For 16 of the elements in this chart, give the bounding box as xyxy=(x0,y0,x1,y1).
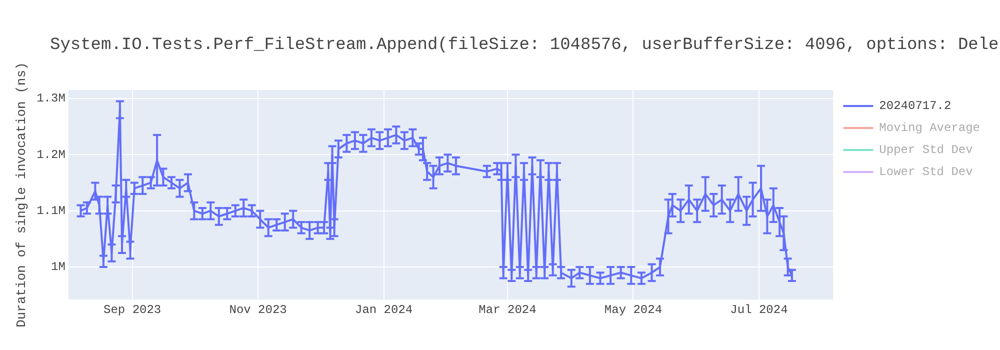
legend-label: Moving Average xyxy=(879,121,980,136)
x-tick-label: Sep 2023 xyxy=(104,302,162,317)
x-tick-label: Nov 2023 xyxy=(229,302,287,317)
x-tick-label: Mar 2024 xyxy=(478,302,536,317)
x-tick-label: May 2024 xyxy=(604,302,662,317)
y-tick-label: 1.1M xyxy=(36,204,66,218)
legend-label: Lower Std Dev xyxy=(879,165,973,180)
legend-label: 20240717.2 xyxy=(879,99,952,114)
x-tick-label: Jan 2024 xyxy=(354,302,413,317)
x-tick-label: Jul 2024 xyxy=(730,302,788,317)
legend-label: Upper Std Dev xyxy=(879,143,973,158)
y-tick-label: 1.3M xyxy=(36,92,66,106)
y-axis-title: Duration of single invocation (ns) xyxy=(14,62,30,328)
y-tick-label: 1M xyxy=(51,260,66,274)
y-tick-label: 1.2M xyxy=(36,148,66,162)
chart-title: System.IO.Tests.Perf_FileStream.Append(fileSize: 1048576, userBufferSize: 4096, options: Dele xyxy=(49,35,1000,55)
